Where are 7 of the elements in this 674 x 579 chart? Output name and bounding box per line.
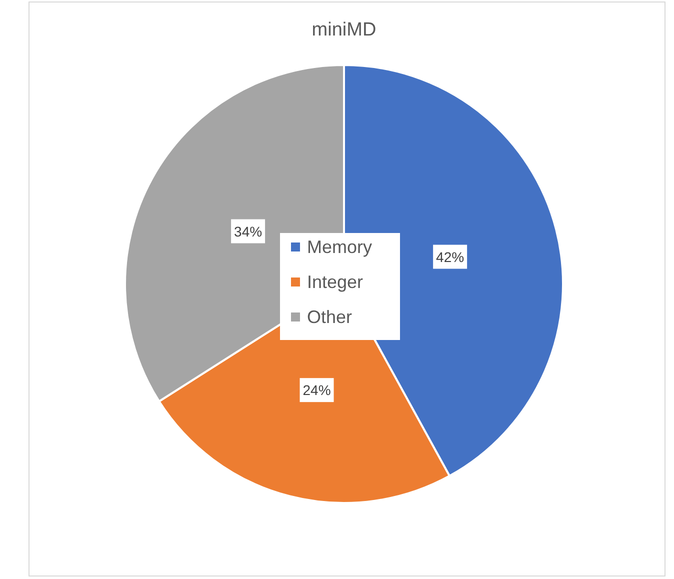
- legend-label: Memory: [307, 237, 372, 257]
- data-label: 42%: [436, 248, 464, 265]
- legend-label: Other: [307, 307, 352, 327]
- chart-title: miniMD: [312, 20, 376, 40]
- legend-label: Integer: [307, 272, 364, 292]
- data-label: 24%: [302, 382, 331, 398]
- data-label: 34%: [234, 223, 262, 240]
